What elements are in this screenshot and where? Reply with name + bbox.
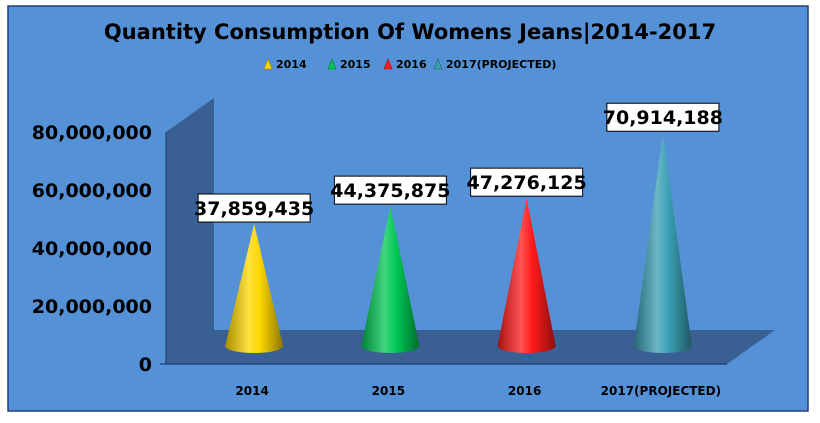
cone-bar-2015: [361, 206, 420, 353]
cone-bar-2014: [225, 224, 284, 353]
chart-title: Quantity Consumption Of Womens Jeans|201…: [104, 20, 716, 45]
legend-label: 2016: [396, 58, 427, 71]
legend-swatch: [263, 58, 273, 70]
chart-side-wall: [166, 98, 214, 364]
data-label: 37,859,435: [194, 198, 314, 220]
x-tick-label: 2014: [235, 384, 268, 398]
chart-cones: [225, 133, 692, 353]
y-tick-label: 60,000,000: [32, 180, 152, 202]
y-tick-label: 40,000,000: [32, 238, 152, 260]
data-label-box: [333, 175, 447, 205]
y-tick-label: 20,000,000: [32, 296, 152, 318]
x-tick-label: 2016: [508, 384, 541, 398]
y-tick-label: 0: [139, 354, 152, 376]
chart-data-labels: 37,859,435 44,375,875 47,276,125 70,914,188: [194, 102, 723, 223]
x-tick-label: 2015: [372, 384, 405, 398]
chart-floor: [166, 330, 775, 364]
y-axis-ticks: 0 20,000,000 40,000,000 60,000,000 80,000,00…: [32, 122, 152, 376]
legend-label: 2015: [340, 58, 371, 71]
data-label: 70,914,188: [603, 107, 723, 129]
data-label-box: [197, 193, 311, 223]
legend-swatch: [433, 58, 443, 70]
legend-label: 2017(PROJECTED): [446, 58, 556, 71]
legend-swatch: [327, 58, 337, 70]
data-label: 44,375,875: [330, 180, 450, 202]
legend-label: 2014: [276, 58, 307, 71]
legend-swatch: [383, 58, 393, 70]
chart-legend: 2014 2015 2016 2017(PROJECTED): [263, 58, 556, 71]
y-tick-label: 80,000,000: [32, 122, 152, 144]
data-label-box: [470, 167, 584, 197]
cone-bar-2016: [497, 198, 556, 353]
data-label: 47,276,125: [467, 172, 587, 194]
x-axis-labels: 2014 2015 2016 2017(PROJECTED): [235, 384, 721, 398]
cone-bar-2017-projected: [633, 133, 692, 353]
x-tick-label: 2017(PROJECTED): [601, 384, 721, 398]
data-label-box: [606, 102, 720, 132]
